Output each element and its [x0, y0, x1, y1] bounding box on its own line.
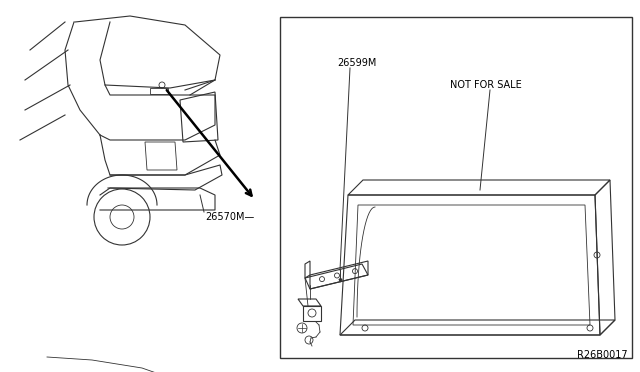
Text: NOT FOR SALE: NOT FOR SALE: [450, 80, 522, 90]
Text: 26570M—: 26570M—: [205, 212, 254, 222]
Bar: [280, 17, 632, 358]
Text: R26B0017: R26B0017: [577, 350, 628, 360]
Text: 26599M: 26599M: [337, 58, 376, 68]
